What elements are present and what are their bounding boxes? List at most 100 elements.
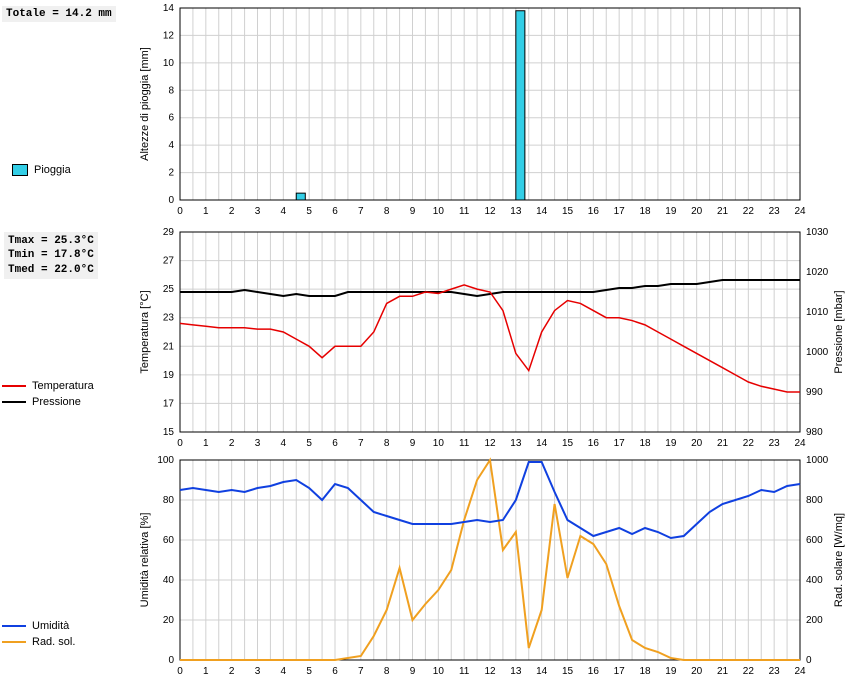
svg-text:15: 15 <box>562 206 574 217</box>
svg-text:10: 10 <box>433 666 445 677</box>
svg-text:1010: 1010 <box>806 307 829 318</box>
svg-text:2: 2 <box>229 666 235 677</box>
svg-text:19: 19 <box>665 666 677 677</box>
svg-text:3: 3 <box>255 438 261 449</box>
svg-text:60: 60 <box>163 535 175 546</box>
chart1-total-text: Totale = 14.2 mm <box>6 8 112 20</box>
svg-text:8: 8 <box>384 438 390 449</box>
svg-text:2: 2 <box>168 168 174 179</box>
svg-text:16: 16 <box>588 206 600 217</box>
charts-svg: 0123456789101112131415161718192021222324… <box>0 0 860 690</box>
svg-text:800: 800 <box>806 495 823 506</box>
svg-text:9: 9 <box>410 438 416 449</box>
svg-text:5: 5 <box>306 206 312 217</box>
svg-text:10: 10 <box>433 206 445 217</box>
svg-text:22: 22 <box>743 666 755 677</box>
svg-text:24: 24 <box>794 206 806 217</box>
svg-text:1030: 1030 <box>806 227 829 238</box>
svg-text:21: 21 <box>717 666 729 677</box>
svg-text:7: 7 <box>358 206 364 217</box>
svg-text:0: 0 <box>177 206 183 217</box>
chart3-legend-radsol: Rad. sol. <box>2 636 75 648</box>
svg-text:6: 6 <box>332 206 338 217</box>
svg-text:Pressione [mbar]: Pressione [mbar] <box>833 290 845 373</box>
svg-text:2: 2 <box>229 206 235 217</box>
svg-text:16: 16 <box>588 438 600 449</box>
svg-text:24: 24 <box>794 438 806 449</box>
svg-text:11: 11 <box>459 206 470 217</box>
svg-text:20: 20 <box>691 666 703 677</box>
svg-text:0: 0 <box>168 655 174 666</box>
svg-text:18: 18 <box>639 438 651 449</box>
svg-text:14: 14 <box>163 3 175 14</box>
svg-text:25: 25 <box>163 284 175 295</box>
svg-text:4: 4 <box>281 438 287 449</box>
svg-text:15: 15 <box>163 427 175 438</box>
svg-text:21: 21 <box>163 341 175 352</box>
svg-text:17: 17 <box>614 438 626 449</box>
svg-text:40: 40 <box>163 575 175 586</box>
chart2-tmin: Tmin = 17.8°C <box>8 248 94 262</box>
svg-text:22: 22 <box>743 438 755 449</box>
svg-text:13: 13 <box>510 206 522 217</box>
svg-text:80: 80 <box>163 495 175 506</box>
svg-text:20: 20 <box>163 615 175 626</box>
svg-text:Rad. solare [W/mq]: Rad. solare [W/mq] <box>833 513 845 607</box>
svg-text:4: 4 <box>281 206 287 217</box>
chart1-legend-swatch <box>12 164 28 176</box>
svg-text:24: 24 <box>794 666 806 677</box>
svg-text:Altezze di pioggia [mm]: Altezze di pioggia [mm] <box>139 47 151 161</box>
svg-text:27: 27 <box>163 256 175 267</box>
svg-text:15: 15 <box>562 666 574 677</box>
svg-text:17: 17 <box>614 206 626 217</box>
svg-text:8: 8 <box>384 666 390 677</box>
chart3-legend-rad-label: Rad. sol. <box>32 636 75 648</box>
svg-text:18: 18 <box>639 666 651 677</box>
svg-text:19: 19 <box>163 370 175 381</box>
svg-text:13: 13 <box>510 438 522 449</box>
svg-text:8: 8 <box>168 85 174 96</box>
chart1-total-box: Totale = 14.2 mm <box>2 6 116 22</box>
svg-text:1: 1 <box>203 666 209 677</box>
svg-text:990: 990 <box>806 387 823 398</box>
svg-text:17: 17 <box>163 398 175 409</box>
chart3-legend-umidita: Umidità <box>2 620 69 632</box>
svg-text:23: 23 <box>769 438 781 449</box>
chart2-tmed: Tmed = 22.0°C <box>8 263 94 277</box>
chart2-legend-press-label: Pressione <box>32 396 81 408</box>
svg-text:16: 16 <box>588 666 600 677</box>
svg-text:14: 14 <box>536 666 548 677</box>
svg-text:200: 200 <box>806 615 823 626</box>
svg-text:980: 980 <box>806 427 823 438</box>
svg-text:23: 23 <box>769 206 781 217</box>
chart3-legend-hum-label: Umidità <box>32 620 69 632</box>
svg-text:12: 12 <box>163 30 175 41</box>
svg-text:23: 23 <box>163 313 175 324</box>
svg-text:2: 2 <box>229 438 235 449</box>
svg-text:9: 9 <box>410 206 416 217</box>
chart2-legend-temperatura: Temperatura <box>2 380 94 392</box>
svg-text:20: 20 <box>691 438 703 449</box>
svg-text:10: 10 <box>433 438 445 449</box>
svg-text:Temperatura [°C]: Temperatura [°C] <box>139 290 151 373</box>
svg-text:4: 4 <box>281 666 287 677</box>
radiation-legend-line <box>2 641 26 643</box>
svg-text:6: 6 <box>168 113 174 124</box>
svg-text:9: 9 <box>410 666 416 677</box>
svg-text:1: 1 <box>203 206 209 217</box>
svg-text:12: 12 <box>484 438 496 449</box>
chart2-stats-box: Tmax = 25.3°C Tmin = 17.8°C Tmed = 22.0°… <box>4 232 98 279</box>
humidity-legend-line <box>2 625 26 627</box>
svg-text:23: 23 <box>769 666 781 677</box>
svg-text:7: 7 <box>358 666 364 677</box>
svg-text:3: 3 <box>255 666 261 677</box>
svg-text:0: 0 <box>168 195 174 206</box>
svg-text:1020: 1020 <box>806 267 829 278</box>
svg-text:0: 0 <box>177 666 183 677</box>
svg-text:21: 21 <box>717 206 729 217</box>
svg-text:400: 400 <box>806 575 823 586</box>
svg-text:18: 18 <box>639 206 651 217</box>
svg-text:22: 22 <box>743 206 755 217</box>
svg-text:100: 100 <box>157 455 174 466</box>
svg-text:0: 0 <box>177 438 183 449</box>
